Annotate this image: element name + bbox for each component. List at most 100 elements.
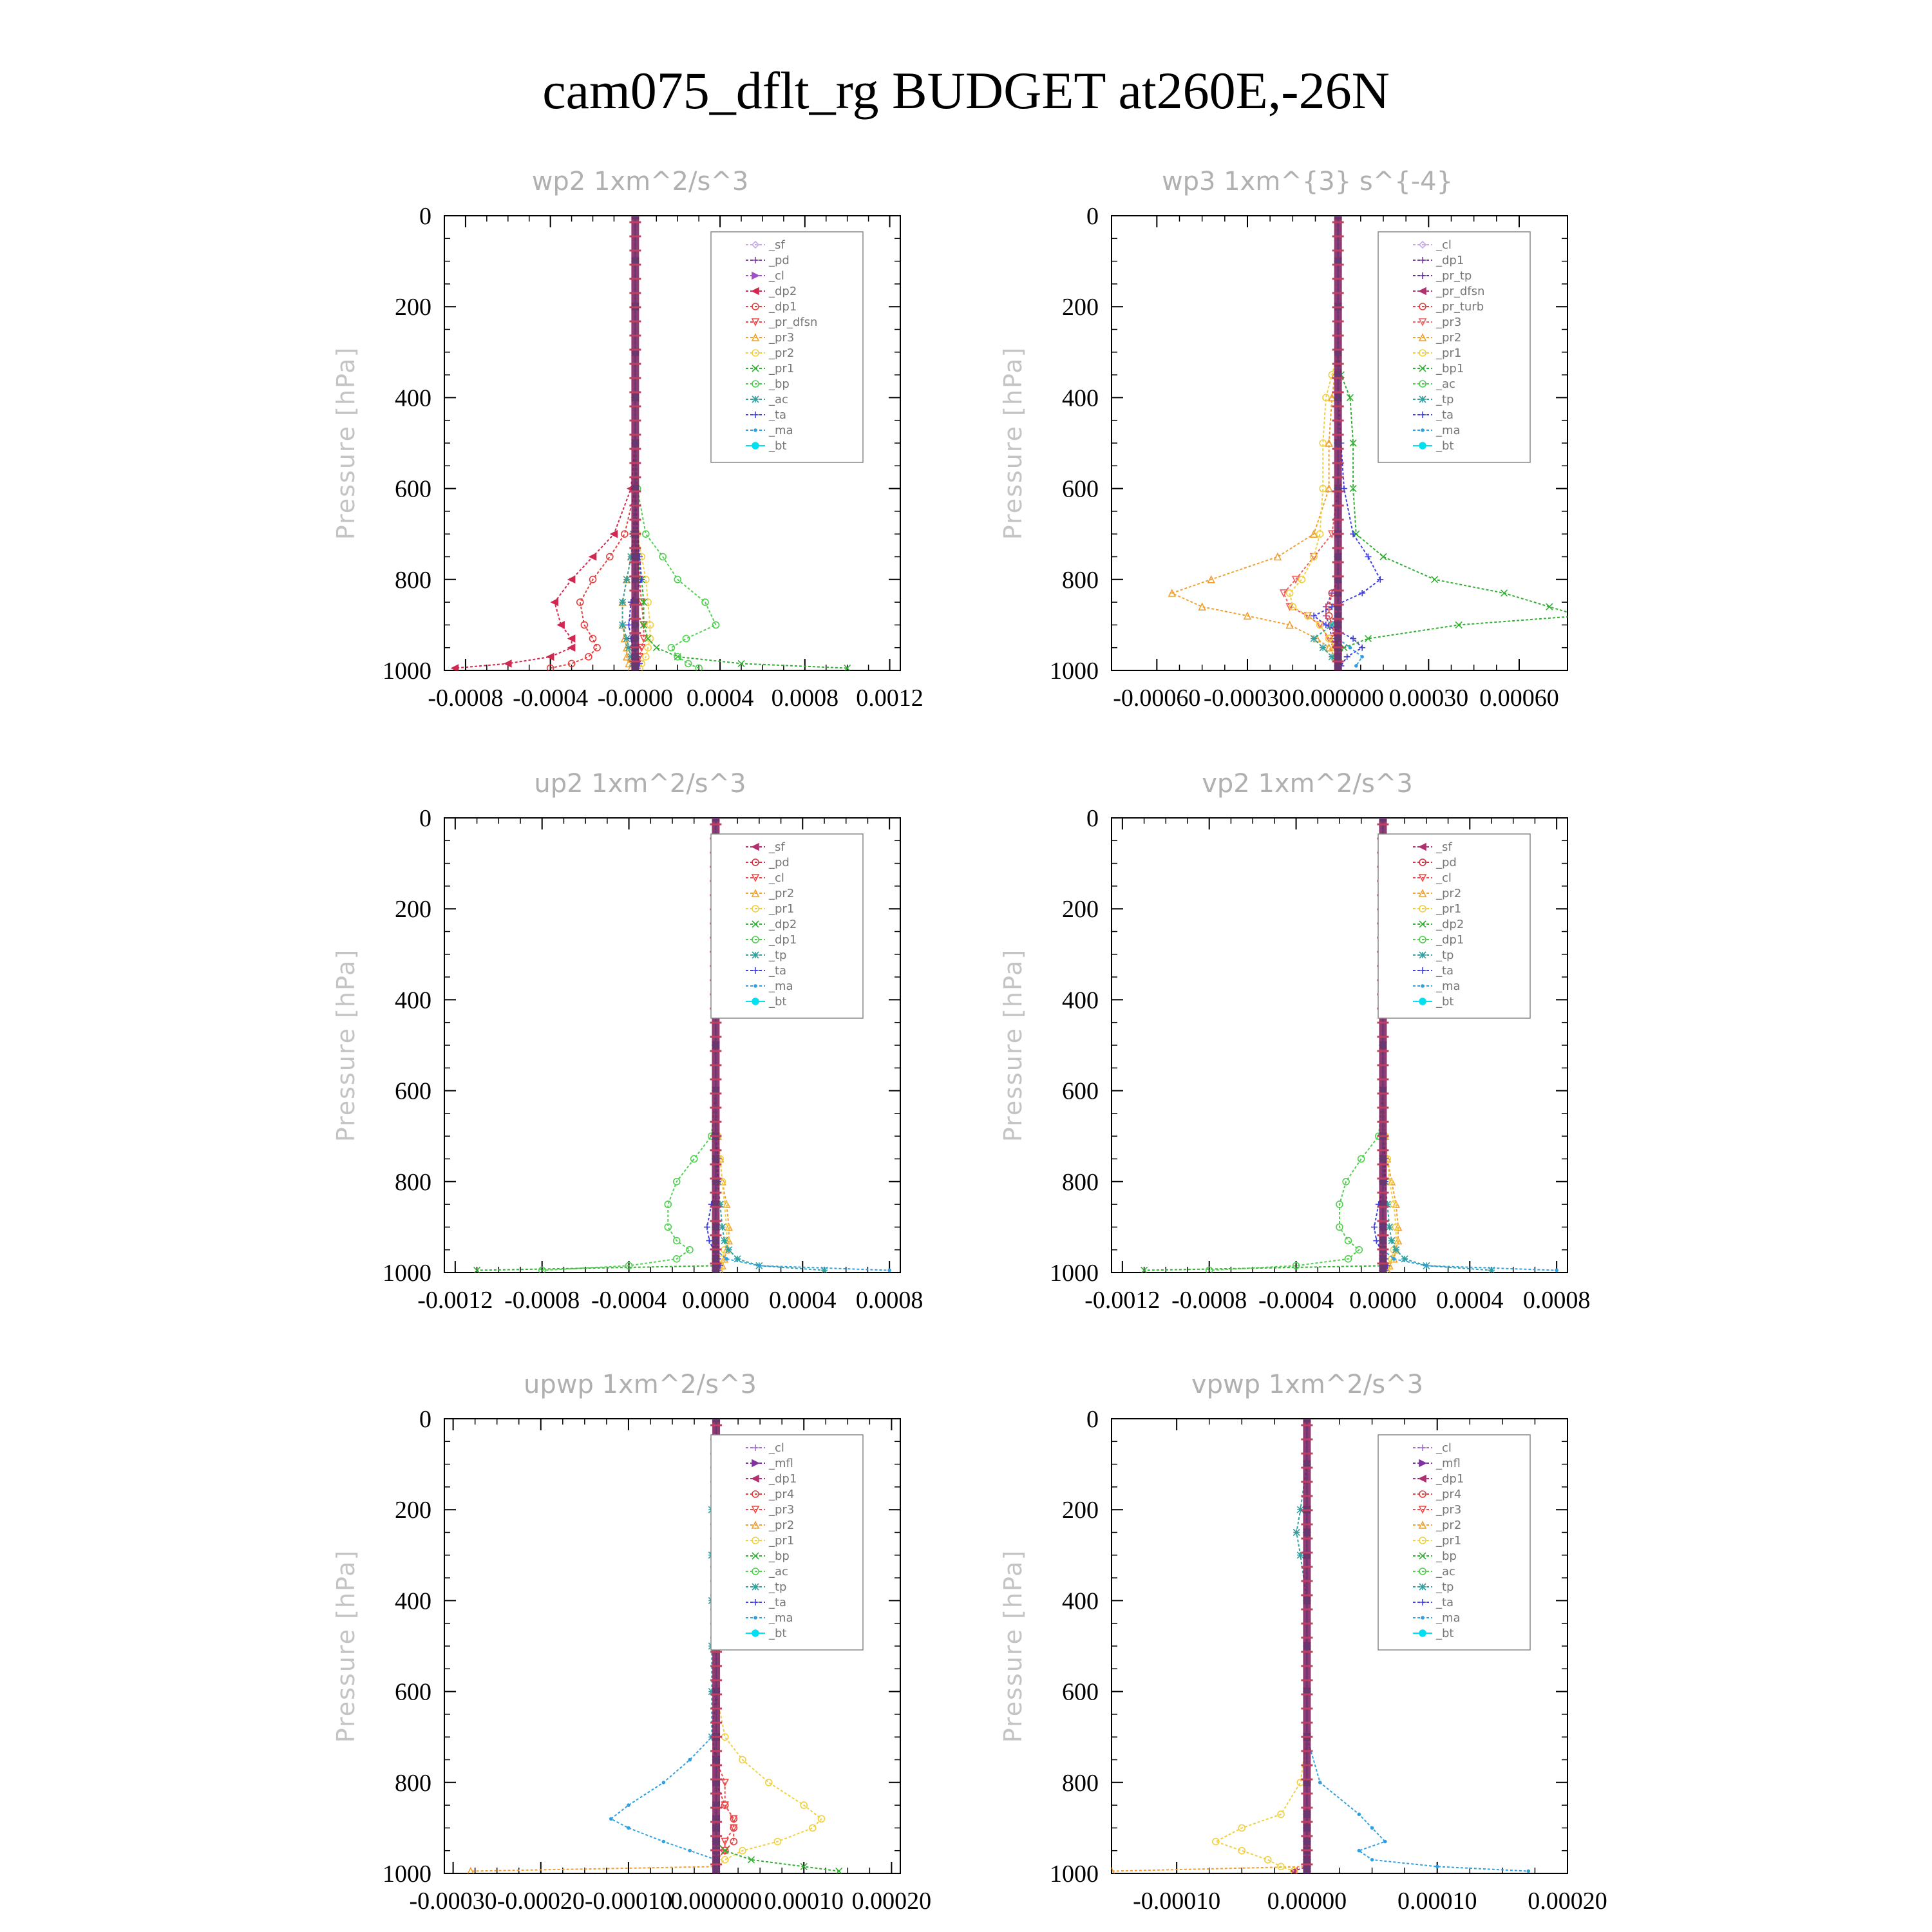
series-line-pr3	[715, 1419, 735, 1871]
series-marker-ma	[688, 1757, 692, 1762]
legend-marker	[1419, 257, 1426, 263]
series-marker-ma	[887, 1268, 891, 1273]
series-marker-tp	[1388, 1237, 1396, 1245]
legend-label: _cl	[768, 871, 784, 885]
y-tick-label: 1000	[383, 1861, 431, 1888]
legend-label: _ta	[1435, 964, 1454, 978]
legend-label: _sf	[1435, 840, 1452, 854]
series-marker-ta	[1311, 612, 1318, 620]
legend-label: _mfl	[768, 1457, 793, 1470]
legend-marker	[1418, 1506, 1427, 1514]
series-marker-tp	[1328, 653, 1336, 661]
legend-label: _pr4	[768, 1488, 794, 1501]
legend-marker	[751, 318, 760, 327]
series-marker-tp	[708, 1688, 715, 1696]
series-marker-pr4	[730, 1837, 738, 1846]
legend-label: _sf	[768, 238, 785, 252]
legend-marker	[1419, 1629, 1426, 1637]
series-marker-pr2	[467, 1866, 475, 1873]
legend-marker	[1418, 874, 1427, 882]
series-marker-ma	[1370, 1826, 1374, 1830]
y-tick-label: 1000	[383, 1260, 431, 1287]
legend-marker	[752, 380, 759, 388]
y-tick-label: 0	[419, 203, 431, 230]
series-marker-tp	[1385, 1223, 1394, 1231]
legend-marker	[752, 936, 759, 943]
y-tick-label: 0	[1086, 1406, 1099, 1433]
legend-label: _tp	[1435, 949, 1454, 962]
series-marker-pr1	[1310, 553, 1318, 561]
legend: _cl _mfl _dp1 _pr4 _pr3 _pr2 _pr1_bp _ac _tp _ta _…	[710, 1434, 864, 1651]
legend-label: _dp1	[768, 933, 797, 947]
y-tick-label: 800	[1062, 567, 1099, 594]
legend-label: _ac	[1435, 1565, 1455, 1578]
series-marker-dp1	[672, 1255, 681, 1263]
series-marker-bp1	[1364, 635, 1372, 643]
legend-label: _pr2	[1435, 1519, 1461, 1532]
legend-marker	[751, 889, 760, 897]
series-marker-ta	[1343, 653, 1350, 660]
series-marker-pr2	[646, 634, 654, 643]
legend-box	[1378, 1434, 1531, 1651]
legend-marker	[752, 1567, 759, 1575]
legend-marker	[752, 905, 759, 913]
y-tick-label: 800	[395, 567, 431, 594]
series-marker-ma	[724, 1257, 729, 1261]
series-marker-pr1	[737, 659, 745, 667]
series-marker-dp1	[546, 664, 554, 670]
series-marker-dp2	[450, 664, 459, 670]
legend-label: _pr3	[1435, 316, 1461, 329]
series-marker-bp	[659, 553, 667, 561]
series-marker-ta	[1322, 621, 1329, 629]
series-marker-ma	[688, 1848, 692, 1853]
series-marker-bp	[674, 575, 682, 583]
legend-marker	[1419, 412, 1426, 418]
series-marker-pr1	[1212, 1837, 1220, 1846]
legend: _sf _pd _cl _pr2 _pr1 _dp2 _dp1 _tp _ta _ma _bt	[710, 833, 864, 1019]
x-tick-label: -0.00020	[497, 1888, 585, 1915]
legend-box	[1378, 833, 1531, 1019]
legend-label: _bt	[1435, 995, 1454, 1009]
legend-box	[710, 231, 864, 463]
series-marker-pr-turb	[1325, 612, 1333, 620]
y-tick-label: 1000	[1050, 1861, 1099, 1888]
series-marker-pr1	[1316, 530, 1324, 538]
series-line-pr2	[470, 1419, 717, 1872]
series-marker-pr1	[739, 1756, 746, 1764]
legend-box	[710, 1434, 864, 1651]
legend-marker	[1418, 842, 1426, 851]
series-marker-pr2	[1198, 602, 1206, 611]
legend-label: _ta	[768, 964, 786, 978]
x-tick-label: 0.0008	[856, 1287, 923, 1314]
series-marker-dp2	[588, 553, 597, 561]
series-marker-ta	[1341, 485, 1348, 492]
legend-marker	[1419, 920, 1426, 928]
legend-marker	[1419, 967, 1426, 974]
legend-marker	[752, 1629, 759, 1637]
y-tick-label: 0	[419, 1406, 431, 1433]
series-marker-dp1	[664, 1223, 672, 1231]
series-marker-dp1	[576, 598, 584, 606]
series-marker-bp1	[1349, 439, 1357, 447]
series-marker-pr2	[1285, 620, 1294, 629]
x-tick-label: 0.0008	[772, 685, 839, 712]
series-marker-tp	[716, 1200, 724, 1208]
legend: _sf _pd _cl _pr2 _pr1 _dp2 _dp1 _tp _ta _ma _bt	[1378, 833, 1531, 1019]
legend-label: _ma	[768, 424, 793, 437]
legend-marker	[1419, 1490, 1426, 1498]
y-tick-label: 600	[1062, 1679, 1099, 1706]
legend-label: _bp	[768, 1549, 790, 1563]
legend-marker	[1418, 318, 1427, 327]
series-marker-bp1	[1546, 603, 1553, 611]
legend: _sf _pd _cl _dp2 _dp1 _pr_dfsn _pr3_pr2 _pr1 _bp…	[710, 231, 864, 463]
y-tick-label: 400	[395, 987, 431, 1014]
legend-label: _pr1	[768, 902, 794, 916]
series-marker-ma	[627, 1826, 630, 1830]
chart-panel-2: wp3 1xm^{3} s^{-4} Pressure [hPa] 0 200 400 6…	[999, 167, 1568, 712]
legend-marker	[1419, 349, 1426, 357]
series-marker-pr2	[1207, 575, 1216, 583]
x-tick-label: -0.0012	[417, 1287, 493, 1314]
legend-marker	[752, 1552, 759, 1560]
series-marker-tp	[718, 1223, 726, 1231]
series-marker-dp1	[589, 634, 597, 643]
